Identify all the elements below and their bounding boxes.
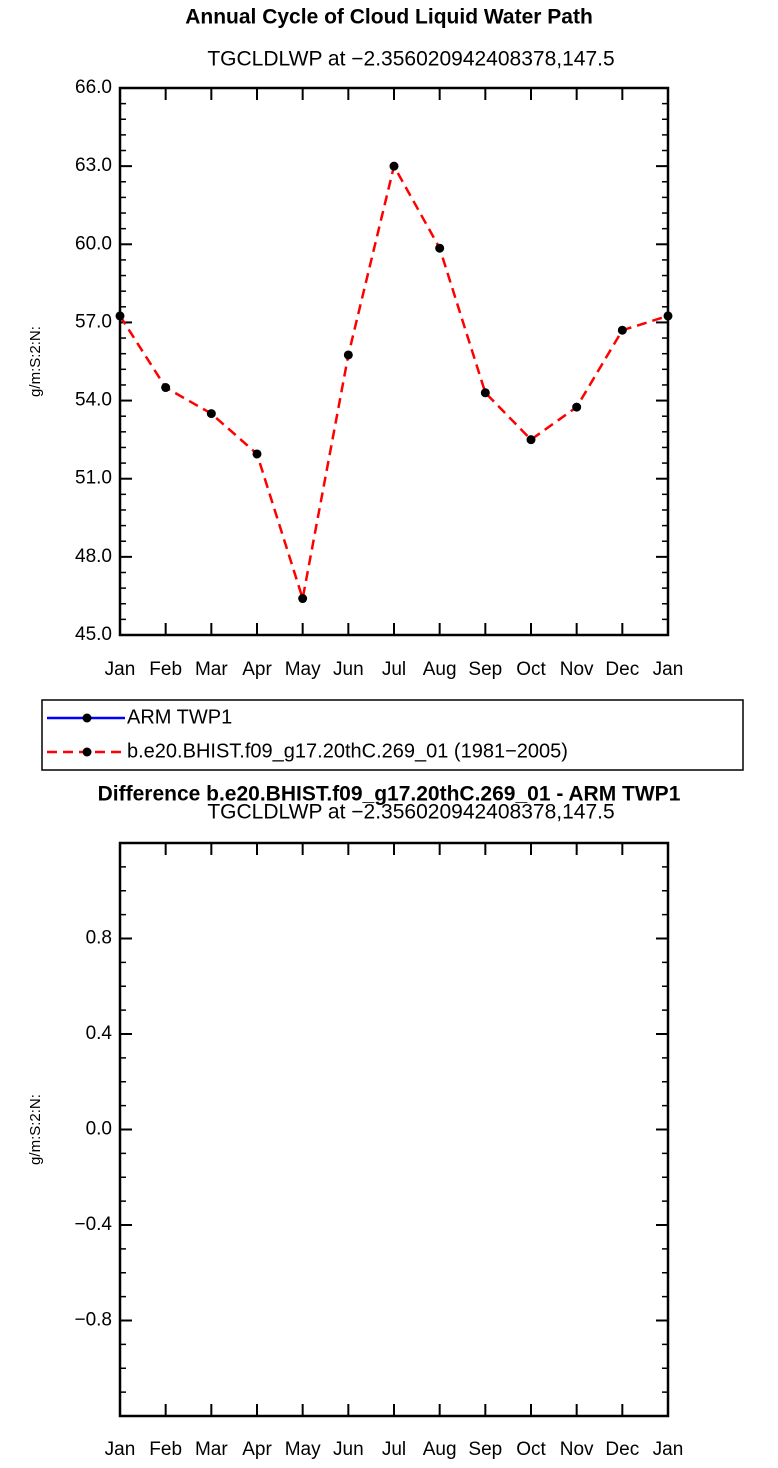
- x-tick-label: Mar: [195, 1439, 228, 1460]
- data-point: [252, 449, 262, 459]
- y-tick-label: −0.4: [74, 1214, 112, 1235]
- data-point: [617, 325, 627, 335]
- x-tick-label: Jun: [333, 1439, 364, 1460]
- x-tick-label: Sep: [468, 659, 502, 680]
- plot-frame: [118, 86, 670, 637]
- data-point: [206, 409, 216, 419]
- x-tick-label: Feb: [149, 659, 182, 680]
- series-line: [118, 162, 669, 599]
- y-axis-label: g/m:S:2:N:: [27, 1094, 44, 1165]
- x-tick-label: Jun: [333, 659, 364, 680]
- data-point: [572, 402, 582, 412]
- y-tick-label: 66.0: [75, 77, 112, 98]
- data-point: [389, 161, 399, 171]
- x-tick-label: Sep: [468, 1439, 502, 1460]
- x-tick-label: Aug: [423, 1439, 457, 1460]
- y-tick-label: 57.0: [75, 311, 112, 332]
- x-tick-label: Jan: [653, 659, 684, 680]
- data-point: [663, 311, 673, 321]
- legend-marker: [82, 747, 92, 757]
- x-tick-label: Nov: [560, 1439, 594, 1460]
- x-tick-label: May: [285, 659, 321, 680]
- x-tick-label: May: [285, 1439, 321, 1460]
- data-point: [480, 388, 490, 398]
- x-tick-label: Jan: [105, 1439, 136, 1460]
- y-tick-label: 51.0: [75, 468, 112, 489]
- y-tick-label: −0.8: [74, 1310, 112, 1331]
- legend-marker: [82, 713, 92, 723]
- y-tick-label: 0.8: [86, 928, 112, 949]
- y-tick-label: 54.0: [75, 390, 112, 411]
- chart-subtitle: TGCLDLWP at −2.356020942408378,147.5: [207, 801, 614, 824]
- x-tick-label: Oct: [516, 659, 546, 680]
- x-tick-label: Aug: [423, 659, 457, 680]
- x-tick-label: Apr: [242, 1439, 272, 1460]
- plot-frame: [118, 841, 670, 1418]
- x-tick-label: Jan: [105, 659, 136, 680]
- x-tick-label: Oct: [516, 1439, 546, 1460]
- x-tick-label: Apr: [242, 659, 272, 680]
- data-point: [435, 243, 445, 253]
- y-tick-label: 0.4: [86, 1023, 113, 1044]
- chart-title: Difference b.e20.BHIST.f09_g17.20thC.269…: [98, 783, 681, 806]
- x-tick-label: Jul: [382, 1439, 406, 1460]
- x-tick-label: Dec: [605, 1439, 639, 1460]
- data-point: [298, 594, 308, 604]
- x-tick-label: Mar: [195, 659, 228, 680]
- y-tick-label: 63.0: [75, 155, 112, 176]
- chart-subtitle: TGCLDLWP at −2.356020942408378,147.5: [207, 48, 614, 71]
- x-tick-label: Jul: [382, 659, 406, 680]
- chart-title: Annual Cycle of Cloud Liquid Water Path: [185, 6, 593, 29]
- x-tick-label: Jan: [653, 1439, 684, 1460]
- y-tick-label: 60.0: [75, 233, 112, 254]
- data-point: [526, 435, 536, 445]
- legend-box: [41, 699, 744, 771]
- y-tick-label: 48.0: [75, 546, 112, 567]
- x-tick-label: Nov: [560, 659, 594, 680]
- data-point: [115, 311, 125, 321]
- data-point: [343, 350, 353, 360]
- legend-label: ARM TWP1: [127, 706, 232, 728]
- y-axis-label: g/m:S:2:N:: [27, 326, 44, 397]
- x-tick-label: Dec: [605, 659, 639, 680]
- y-tick-label: 45.0: [75, 624, 112, 645]
- x-tick-label: Feb: [149, 1439, 182, 1460]
- data-point: [161, 383, 171, 393]
- legend-label: b.e20.BHIST.f09_g17.20thC.269_01 (1981−2…: [127, 740, 568, 762]
- y-tick-label: 0.0: [86, 1119, 112, 1140]
